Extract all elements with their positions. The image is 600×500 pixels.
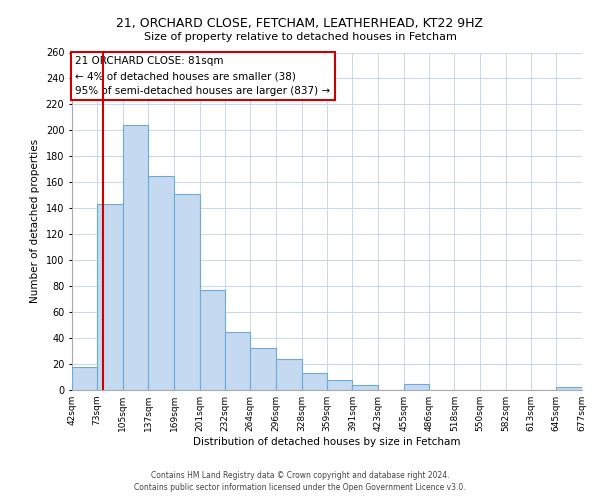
Text: Size of property relative to detached houses in Fetcham: Size of property relative to detached ho… xyxy=(143,32,457,42)
X-axis label: Distribution of detached houses by size in Fetcham: Distribution of detached houses by size … xyxy=(193,437,461,447)
Bar xyxy=(302,373,326,390)
Bar xyxy=(72,366,97,390)
Bar xyxy=(148,176,174,390)
Bar xyxy=(556,388,582,390)
Bar xyxy=(276,359,302,390)
Bar xyxy=(326,380,352,390)
Bar xyxy=(404,384,428,390)
Text: 21 ORCHARD CLOSE: 81sqm
← 4% of detached houses are smaller (38)
95% of semi-det: 21 ORCHARD CLOSE: 81sqm ← 4% of detached… xyxy=(75,56,331,96)
Bar xyxy=(97,204,122,390)
Bar xyxy=(200,290,224,390)
Bar xyxy=(250,348,276,390)
Text: Contains HM Land Registry data © Crown copyright and database right 2024.
Contai: Contains HM Land Registry data © Crown c… xyxy=(134,471,466,492)
Bar xyxy=(174,194,200,390)
Y-axis label: Number of detached properties: Number of detached properties xyxy=(30,139,40,304)
Bar xyxy=(122,125,148,390)
Text: 21, ORCHARD CLOSE, FETCHAM, LEATHERHEAD, KT22 9HZ: 21, ORCHARD CLOSE, FETCHAM, LEATHERHEAD,… xyxy=(116,18,484,30)
Bar xyxy=(224,332,250,390)
Bar xyxy=(352,385,378,390)
